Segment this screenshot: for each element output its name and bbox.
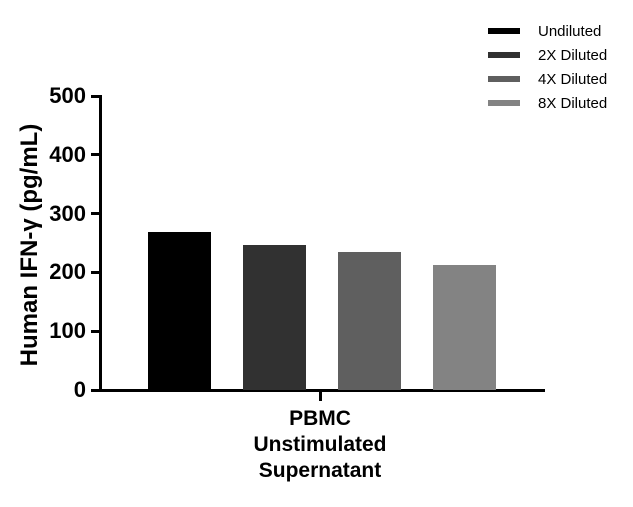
- legend-label-2x-diluted: 2X Diluted: [538, 46, 608, 64]
- y-tick-300: [91, 212, 99, 216]
- y-tick-400: [91, 153, 99, 157]
- y-tick-500: [91, 94, 99, 98]
- y-tick-0: [91, 388, 99, 392]
- y-tick-label-300: 300: [49, 200, 86, 226]
- legend-swatch-2x-diluted: [488, 52, 520, 58]
- y-tick-label-400: 400: [49, 141, 86, 167]
- x-axis-line: [99, 389, 545, 392]
- legend-swatch-undiluted: [488, 28, 520, 34]
- bar-4x-diluted: [338, 252, 401, 390]
- y-tick-label-200: 200: [49, 259, 86, 285]
- y-tick-label-500: 500: [49, 83, 86, 108]
- bar-8x-diluted: [433, 265, 496, 390]
- legend: Undiluted 2X Diluted 4X Diluted 8X Dilut…: [488, 19, 607, 115]
- legend-label-8x-diluted: 8X Diluted: [538, 94, 608, 112]
- legend-swatch-8x-diluted: [488, 100, 520, 106]
- bar-2x-diluted: [243, 245, 306, 390]
- y-tick-label-100: 100: [49, 318, 86, 344]
- legend-label-undiluted: Undiluted: [538, 22, 602, 40]
- x-axis-category-label: PBMC Unstimulated Supernatant: [253, 407, 387, 482]
- legend-label-4x-diluted: 4X Diluted: [538, 70, 608, 88]
- bar-undiluted: [148, 232, 211, 390]
- legend-item-4x-diluted: 4X Diluted: [488, 67, 607, 91]
- y-tick-200: [91, 270, 99, 274]
- legend-item-2x-diluted: 2X Diluted: [488, 43, 607, 67]
- legend-item-undiluted: Undiluted: [488, 19, 607, 43]
- x-axis-tick: [319, 392, 322, 401]
- y-axis-line: [99, 95, 102, 391]
- y-tick-100: [91, 329, 99, 333]
- legend-swatch-4x-diluted: [488, 76, 520, 82]
- legend-item-8x-diluted: 8X Diluted: [488, 91, 607, 115]
- y-tick-label-0: 0: [73, 377, 86, 402]
